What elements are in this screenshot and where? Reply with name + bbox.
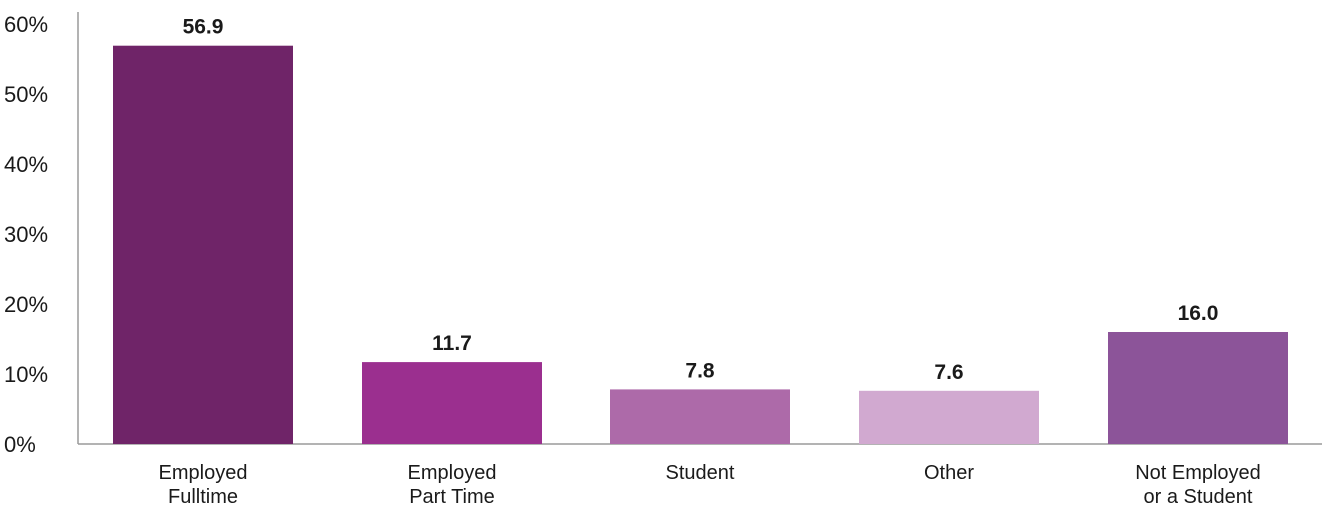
bar xyxy=(610,389,790,444)
y-tick-label: 30% xyxy=(4,222,48,247)
bar xyxy=(362,362,542,444)
bar xyxy=(859,390,1039,444)
x-tick-label: Fulltime xyxy=(168,486,238,508)
data-label: 16.0 xyxy=(1178,302,1219,325)
x-tick-label: Other xyxy=(924,462,974,484)
y-tick-label: 60% xyxy=(4,12,48,37)
y-tick-label: 50% xyxy=(4,82,48,107)
data-labels: 56.9 11.7 7.8 7.6 16.0 xyxy=(183,16,1219,384)
y-tick-label: 40% xyxy=(4,152,48,177)
x-tick-label: Student xyxy=(666,462,735,484)
bars xyxy=(113,45,1288,444)
y-axis: 0% 10% 20% 30% 40% 50% 60% xyxy=(4,12,79,457)
bar xyxy=(113,45,293,444)
x-tick-label: Part Time xyxy=(409,486,495,508)
x-tick-label: or a Student xyxy=(1144,486,1253,508)
y-tick-label: 20% xyxy=(4,292,48,317)
data-label: 11.7 xyxy=(432,332,472,355)
x-tick-label: Employed xyxy=(408,462,497,484)
y-tick-label: 10% xyxy=(4,362,48,387)
bar xyxy=(1108,332,1288,444)
data-label: 7.6 xyxy=(934,361,963,384)
y-tick-label: 0% xyxy=(4,432,36,457)
x-tick-label: Not Employed xyxy=(1135,462,1261,484)
x-tick-label: Employed xyxy=(159,462,248,484)
data-label: 56.9 xyxy=(183,16,224,39)
data-label: 7.8 xyxy=(685,359,715,382)
